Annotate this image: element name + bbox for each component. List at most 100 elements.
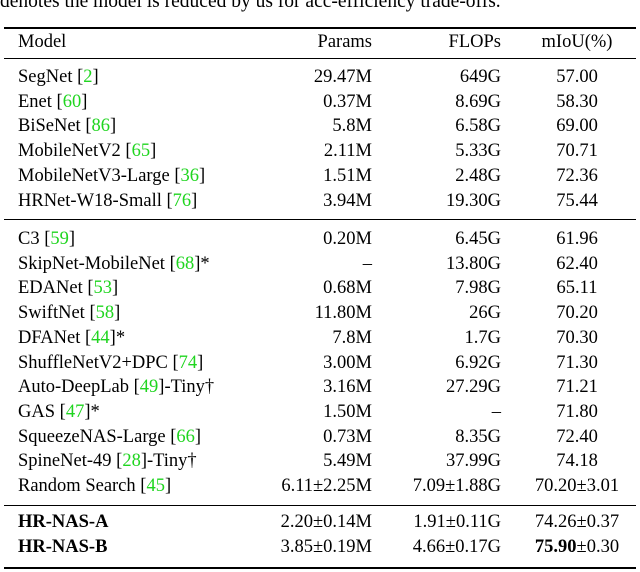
miou-std: ±0.30 [576, 536, 620, 557]
table-row: BiSeNet [86] 5.8M 6.58G 69.00 [0, 114, 640, 138]
header-rule [4, 58, 636, 59]
cell-miou: 58.30 [527, 90, 627, 114]
table-row: SegNet [2] 29.47M 649G 57.00 [0, 65, 640, 89]
cell-model: SpineNet-49 [28]-Tiny† [18, 451, 197, 472]
cell-model: Auto-DeepLab [49]-Tiny† [18, 377, 215, 398]
cell-params: 3.94M [323, 190, 372, 211]
model-suffix: -Tiny† [146, 451, 197, 472]
cell-miou: 74.18 [527, 449, 627, 473]
miou-value: 70.20±3.01 [534, 476, 620, 496]
citation-link[interactable]: 44 [91, 327, 110, 348]
citation-link[interactable]: 60 [62, 91, 82, 112]
cell-miou: 70.30 [527, 326, 627, 350]
cell-params: 3.00M [323, 352, 372, 373]
model-suffix: -Tiny† [164, 377, 215, 398]
cell-params: – [362, 253, 372, 274]
citation-link[interactable]: 76 [172, 190, 192, 211]
model-name: SqueezeNAS-Large [18, 426, 171, 447]
table-row: HR-NAS-A 2.20±0.14M 1.91±0.11G 74.26±0.37 [0, 510, 640, 534]
model-name: GAS [18, 401, 60, 422]
cell-model: HR-NAS-B [18, 535, 107, 559]
cell-model: Enet [60] [18, 91, 88, 112]
cell-model: GAS [47]* [18, 401, 100, 422]
cell-miou: 74.26±0.37 [527, 510, 627, 534]
miou-value: 72.40 [556, 426, 598, 447]
miou-value: 75.90 [534, 536, 577, 557]
cell-model: SwiftNet [58] [18, 303, 121, 324]
miou-value: 71.30 [556, 352, 598, 373]
model-name: MobileNetV3-Large [18, 165, 175, 186]
citation-link[interactable]: 66 [176, 426, 195, 447]
model-name: Enet [18, 91, 57, 112]
citation-link[interactable]: 49 [139, 377, 159, 398]
cell-flops: 26G [469, 303, 501, 324]
cell-flops: 1.7G [464, 327, 502, 348]
miou-value: 74.26±0.37 [534, 512, 620, 532]
cell-miou: 71.30 [527, 351, 627, 375]
cell-flops: 5.33G [455, 141, 501, 162]
citation-link[interactable]: 65 [131, 141, 151, 162]
citation-link[interactable]: 2 [83, 67, 93, 87]
table-caption: denotes the model is reduced by us for a… [0, 0, 501, 12]
cell-params: 3.16M [323, 377, 372, 398]
citation-link[interactable]: 45 [146, 476, 165, 496]
table-row: C3 [59] 0.20M 6.45G 61.96 [0, 227, 640, 251]
table-row: MobileNetV3-Large [36] 1.51M 2.48G 72.36 [0, 164, 640, 188]
table-row: SpineNet-49 [28]-Tiny† 5.49M 37.99G 74.18 [0, 449, 640, 473]
model-name: SkipNet-MobileNet [18, 253, 170, 274]
cell-params: 3.85±0.19M [280, 536, 372, 557]
cell-params: 2.11M [323, 141, 372, 162]
cell-flops: 8.69G [455, 91, 501, 112]
cell-params: 7.8M [332, 327, 372, 348]
miou-value: 72.36 [556, 165, 598, 186]
citation-link[interactable]: 68 [175, 253, 195, 274]
citation-link[interactable]: 28 [122, 451, 141, 472]
miou-value: 70.71 [556, 141, 598, 162]
model-name: ShuffleNetV2+DPC [18, 352, 173, 373]
cell-model: HR-NAS-A [18, 510, 108, 534]
citation-link[interactable]: 53 [93, 278, 113, 299]
header-row: Model Params FLOPs mIoU(%) [0, 30, 640, 54]
cell-miou: 71.80 [527, 400, 627, 424]
table-row: DFANet [44]* 7.8M 1.7G 70.30 [0, 326, 640, 350]
cell-flops: 7.09±1.88G [412, 476, 501, 496]
table-row: Random Search [45] 6.11±2.25M 7.09±1.88G 70… [0, 474, 640, 498]
citation-link[interactable]: 86 [91, 116, 111, 137]
cell-miou: 70.20±3.01 [527, 474, 627, 498]
table-row: SwiftNet [58] 11.80M 26G 70.20 [0, 301, 640, 325]
table-row: EDANet [53] 0.68M 7.98G 65.11 [0, 276, 640, 300]
model-suffix: * [200, 253, 210, 274]
cell-flops: 37.99G [446, 451, 501, 472]
miou-value: 71.21 [556, 377, 598, 398]
citation-link[interactable]: 58 [95, 303, 115, 324]
cell-flops: 13.80G [446, 253, 501, 274]
model-name: SwiftNet [18, 303, 90, 324]
model-name: MobileNetV2 [18, 141, 126, 162]
cell-miou: 62.40 [527, 252, 627, 276]
model-name: DFANet [18, 327, 85, 348]
cell-flops: 19.30G [446, 190, 501, 211]
cell-params: 0.73M [323, 426, 372, 447]
miou-value: 62.40 [556, 253, 598, 274]
cell-flops: 4.66±0.17G [412, 536, 501, 557]
cell-miou: 75.44 [527, 189, 627, 213]
citation-link[interactable]: 47 [65, 401, 85, 422]
cell-flops: 2.48G [455, 165, 501, 186]
cell-model: SqueezeNAS-Large [66] [18, 426, 202, 447]
cell-params: 5.49M [323, 451, 372, 472]
cell-miou: 57.00 [527, 65, 627, 89]
cell-params: 0.68M [323, 278, 372, 299]
citation-link[interactable]: 36 [180, 165, 200, 186]
citation-link[interactable]: 59 [50, 229, 69, 249]
cell-flops: 8.35G [455, 426, 501, 447]
cell-miou: 72.36 [527, 164, 627, 188]
citation-link[interactable]: 74 [178, 352, 198, 373]
cell-params: 1.50M [323, 401, 372, 422]
cell-model: DFANet [44]* [18, 327, 126, 348]
miou-value: 65.11 [556, 278, 598, 299]
cell-model: C3 [59] [18, 229, 76, 249]
miou-value: 74.18 [556, 451, 598, 472]
cell-flops: 6.92G [455, 352, 501, 373]
model-name: HR-NAS-B [18, 536, 108, 557]
model-name: HRNet-W18-Small [18, 190, 167, 211]
